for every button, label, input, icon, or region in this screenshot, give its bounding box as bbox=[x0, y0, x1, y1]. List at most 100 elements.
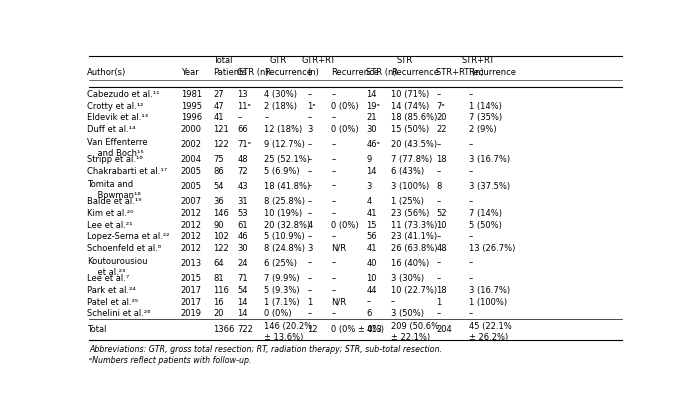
Text: ᵃNumbers reflect patients with follow-up.: ᵃNumbers reflect patients with follow-up… bbox=[90, 356, 252, 365]
Text: Total: Total bbox=[213, 56, 232, 65]
Text: N/R: N/R bbox=[332, 244, 346, 253]
Text: 23 (41.1%): 23 (41.1%) bbox=[391, 232, 437, 241]
Text: –: – bbox=[307, 309, 312, 318]
Text: –: – bbox=[332, 167, 336, 176]
Text: 86: 86 bbox=[213, 167, 224, 176]
Text: 1981: 1981 bbox=[181, 90, 202, 99]
Text: STR: STR bbox=[396, 56, 413, 65]
Text: 2017: 2017 bbox=[181, 286, 202, 295]
Text: –: – bbox=[468, 197, 473, 206]
Text: –: – bbox=[437, 232, 441, 241]
Text: 1: 1 bbox=[437, 298, 441, 306]
Text: 8 (24.8%): 8 (24.8%) bbox=[264, 244, 305, 253]
Text: 102: 102 bbox=[213, 232, 229, 241]
Text: –: – bbox=[307, 140, 312, 149]
Text: Duff et al.¹⁴: Duff et al.¹⁴ bbox=[87, 125, 135, 134]
Text: –: – bbox=[332, 155, 336, 164]
Text: 40: 40 bbox=[366, 258, 377, 268]
Text: 52: 52 bbox=[437, 209, 447, 218]
Text: 10 (22.7%): 10 (22.7%) bbox=[391, 286, 437, 295]
Text: –: – bbox=[307, 90, 312, 99]
Text: –: – bbox=[264, 114, 269, 122]
Text: –: – bbox=[332, 90, 336, 99]
Text: 5 (6.9%): 5 (6.9%) bbox=[264, 167, 300, 176]
Text: 10 (19%): 10 (19%) bbox=[264, 209, 303, 218]
Text: –: – bbox=[468, 90, 473, 99]
Text: 27: 27 bbox=[213, 90, 223, 99]
Text: Koutourousiou
    et al.²³: Koutourousiou et al.²³ bbox=[87, 256, 147, 277]
Text: 4: 4 bbox=[366, 197, 372, 206]
Text: –: – bbox=[307, 167, 312, 176]
Text: 2015: 2015 bbox=[181, 274, 202, 283]
Text: 3: 3 bbox=[366, 182, 372, 190]
Text: 45 (22.1%
± 26.2%): 45 (22.1% ± 26.2%) bbox=[468, 322, 511, 342]
Text: –: – bbox=[468, 140, 473, 149]
Text: Total: Total bbox=[87, 325, 106, 334]
Text: N/R: N/R bbox=[332, 298, 346, 306]
Text: Park et al.²⁴: Park et al.²⁴ bbox=[87, 286, 135, 295]
Text: 1 (100%): 1 (100%) bbox=[468, 298, 507, 306]
Text: 2007: 2007 bbox=[181, 197, 202, 206]
Text: –: – bbox=[391, 298, 395, 306]
Text: Stripp et al.¹⁶: Stripp et al.¹⁶ bbox=[87, 155, 142, 164]
Text: 116: 116 bbox=[213, 286, 229, 295]
Text: –: – bbox=[307, 155, 312, 164]
Text: 23 (56%): 23 (56%) bbox=[391, 209, 429, 218]
Text: 2004: 2004 bbox=[181, 155, 202, 164]
Text: Cabezudo et al.¹¹: Cabezudo et al.¹¹ bbox=[87, 90, 159, 99]
Text: 81: 81 bbox=[213, 274, 223, 283]
Text: 21: 21 bbox=[366, 114, 377, 122]
Text: 18: 18 bbox=[437, 286, 447, 295]
Text: 56: 56 bbox=[366, 232, 377, 241]
Text: (n): (n) bbox=[307, 68, 319, 77]
Text: 66: 66 bbox=[237, 125, 248, 134]
Text: 2012: 2012 bbox=[181, 209, 202, 218]
Text: 20: 20 bbox=[437, 114, 447, 122]
Text: –: – bbox=[237, 114, 242, 122]
Text: Eldevik et al.¹³: Eldevik et al.¹³ bbox=[87, 114, 148, 122]
Text: –: – bbox=[437, 274, 441, 283]
Text: –: – bbox=[437, 140, 441, 149]
Text: –: – bbox=[332, 209, 336, 218]
Text: 3 (16.7%): 3 (16.7%) bbox=[468, 155, 510, 164]
Text: 3 (30%): 3 (30%) bbox=[391, 274, 424, 283]
Text: Chakrabarti et al.¹⁷: Chakrabarti et al.¹⁷ bbox=[87, 167, 167, 176]
Text: 14: 14 bbox=[366, 167, 377, 176]
Text: 0 (0%): 0 (0%) bbox=[332, 102, 359, 111]
Text: Patients: Patients bbox=[213, 68, 247, 77]
Text: –: – bbox=[468, 309, 473, 318]
Text: 1ᵃ: 1ᵃ bbox=[307, 102, 316, 111]
Text: 25 (52.1%): 25 (52.1%) bbox=[264, 155, 310, 164]
Text: –: – bbox=[332, 309, 336, 318]
Text: 48: 48 bbox=[237, 155, 248, 164]
Text: 48: 48 bbox=[437, 244, 447, 253]
Text: 6 (43%): 6 (43%) bbox=[391, 167, 424, 176]
Text: 8 (25.8%): 8 (25.8%) bbox=[264, 197, 305, 206]
Text: –: – bbox=[307, 114, 312, 122]
Text: Balde et al.¹⁹: Balde et al.¹⁹ bbox=[87, 197, 142, 206]
Text: GTR (n): GTR (n) bbox=[237, 68, 269, 77]
Text: Kim et al.²⁰: Kim et al.²⁰ bbox=[87, 209, 133, 218]
Text: 2005: 2005 bbox=[181, 167, 202, 176]
Text: 6: 6 bbox=[366, 309, 372, 318]
Text: 121: 121 bbox=[213, 125, 229, 134]
Text: 2013: 2013 bbox=[181, 258, 202, 268]
Text: 30: 30 bbox=[237, 244, 248, 253]
Text: 4 (30%): 4 (30%) bbox=[264, 90, 297, 99]
Text: 1366: 1366 bbox=[213, 325, 235, 334]
Text: 12: 12 bbox=[307, 325, 318, 334]
Text: 5 (10.9%): 5 (10.9%) bbox=[264, 232, 305, 241]
Text: 209 (50.6%
± 22.1%): 209 (50.6% ± 22.1%) bbox=[391, 322, 439, 342]
Text: 0 (0%): 0 (0%) bbox=[264, 309, 292, 318]
Text: 2012: 2012 bbox=[181, 244, 202, 253]
Text: Recurrence: Recurrence bbox=[391, 68, 439, 77]
Text: STR (n): STR (n) bbox=[366, 68, 397, 77]
Text: –: – bbox=[307, 232, 312, 241]
Text: Crotty et al.¹²: Crotty et al.¹² bbox=[87, 102, 143, 111]
Text: –: – bbox=[437, 167, 441, 176]
Text: –: – bbox=[437, 309, 441, 318]
Text: 90: 90 bbox=[213, 220, 223, 230]
Text: 11ᵃ: 11ᵃ bbox=[237, 102, 251, 111]
Text: Van Effenterre
    and Boch¹⁵: Van Effenterre and Boch¹⁵ bbox=[87, 138, 147, 158]
Text: 30: 30 bbox=[366, 125, 377, 134]
